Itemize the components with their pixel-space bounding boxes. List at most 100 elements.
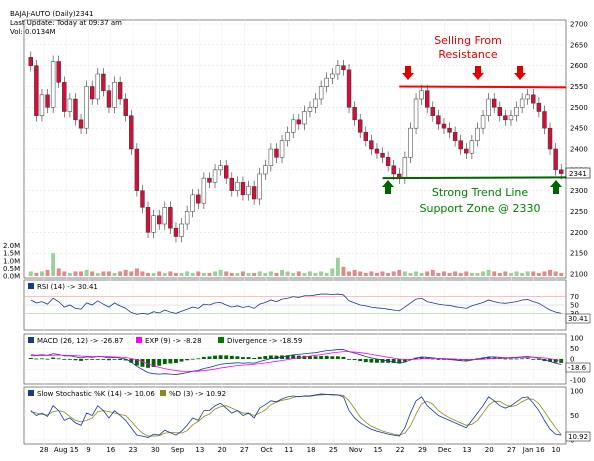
stoch-tick-label: 100 (570, 388, 583, 396)
volume-bar (274, 272, 279, 276)
volume-bar (40, 271, 44, 276)
candle-body (480, 115, 486, 129)
macd-tick-label: 100 (570, 335, 583, 343)
volume-bar (168, 271, 173, 276)
date-tick-label: Jan 16 (522, 446, 545, 454)
divergence-bar (241, 357, 245, 359)
candle-body (50, 61, 56, 108)
volume-bar (296, 271, 301, 276)
macd-tick-label: -100 (570, 377, 586, 385)
divergence-bar (179, 359, 184, 362)
date-tick-label: 11 (284, 446, 293, 454)
macd-last-tag (565, 362, 591, 373)
volume-bar (162, 272, 167, 276)
divergence-bar (229, 355, 234, 359)
header-last-text: 2341 (76, 10, 94, 18)
candle-body (179, 223, 184, 237)
volume-bar (207, 272, 212, 276)
date-tick-label: 23 (129, 446, 138, 454)
candle-body (525, 94, 530, 100)
volume-bar (330, 268, 335, 276)
candle-body (380, 152, 385, 158)
candle-body (73, 98, 78, 121)
divergence-bar (45, 358, 50, 360)
volume-bar (263, 272, 268, 276)
divergence-bar (285, 355, 290, 359)
candle-body (419, 90, 424, 100)
resistance-line (399, 85, 567, 89)
volume-bar (442, 271, 446, 276)
divergence-bar (118, 359, 123, 361)
date-tick-label: Oct (261, 446, 273, 454)
price-tick-label: 2100 (570, 271, 588, 279)
volume-bar (469, 272, 474, 276)
divergence-bar (34, 358, 39, 360)
volume-bar (218, 269, 223, 276)
date-tick-label: Sep (171, 446, 185, 454)
volume-bar (151, 272, 156, 276)
volume-bar (62, 271, 67, 276)
volume-bar (134, 268, 139, 276)
divergence-bar (268, 355, 273, 359)
candle-body (78, 119, 84, 129)
volume-bar (419, 272, 424, 276)
macd-legend: MACD (26, 12) -> -26.87 EXP (9) -> -8.28… (28, 337, 302, 345)
divergence-bar (274, 355, 279, 359)
volume-bar (514, 271, 519, 276)
divergence-bar (73, 359, 78, 361)
candle-body (508, 115, 514, 121)
volume-bar (224, 271, 229, 276)
date-tick-label: Nov (349, 446, 363, 454)
volume-bar (196, 271, 201, 276)
divergence-bar (497, 358, 502, 359)
price-tick-label: 2450 (570, 125, 588, 133)
volume-bar (531, 271, 536, 276)
volume-bar (509, 272, 513, 276)
price-tick-label: 2500 (570, 104, 588, 112)
candle-body (413, 98, 419, 129)
candle-body (140, 190, 145, 208)
divergence-bar (525, 358, 530, 359)
divergence-bar (162, 359, 167, 365)
candle-body (101, 73, 106, 91)
candle-body (374, 148, 380, 154)
support-line (382, 176, 567, 180)
header-symbol-text: BAJAJ-AUTO (Daily) (10, 10, 76, 18)
divergence-bar (319, 356, 324, 359)
candle-body (257, 173, 262, 200)
stoch-k-legend-text: Slow Stochastic %K (14) -> 10.06 (37, 390, 155, 398)
date-tick-label: 22 (396, 446, 405, 454)
divergence-bar (235, 356, 240, 359)
candle-body (514, 107, 519, 116)
divergence-bar (151, 359, 156, 367)
candle-body (447, 127, 452, 133)
candle-body (157, 215, 162, 225)
divergence-bar (430, 358, 435, 360)
candle-body (274, 148, 279, 158)
header-update: Last Update: Today at 09:37 am (10, 19, 122, 27)
volume-bar (157, 271, 162, 276)
divergence-bar (129, 359, 134, 363)
volume-bar (335, 257, 340, 276)
exp-legend-text: EXP (9) -> -8.28 (145, 337, 202, 345)
rsi-last-value: 30.41 (568, 315, 588, 323)
candle-body (296, 119, 301, 125)
volume-bar (486, 269, 491, 276)
divergence-bar (190, 358, 195, 360)
macd-last-value: -18.6 (568, 364, 587, 372)
price-tick-label: 2400 (570, 146, 588, 154)
candle-body (313, 98, 318, 108)
candle-body (151, 215, 156, 233)
divergence-bar (257, 356, 262, 359)
volume-bar (118, 271, 123, 276)
date-tick-label: Dec (438, 446, 452, 454)
candle-body (224, 165, 229, 179)
date-tick-label: 16 (106, 446, 115, 454)
candle-body (251, 186, 257, 200)
volume-bar (241, 271, 245, 276)
candle-body (84, 86, 89, 129)
candle-body (302, 111, 307, 125)
divergence-bar (84, 359, 89, 360)
divergence-bar (90, 359, 95, 360)
candle-body (162, 207, 167, 225)
